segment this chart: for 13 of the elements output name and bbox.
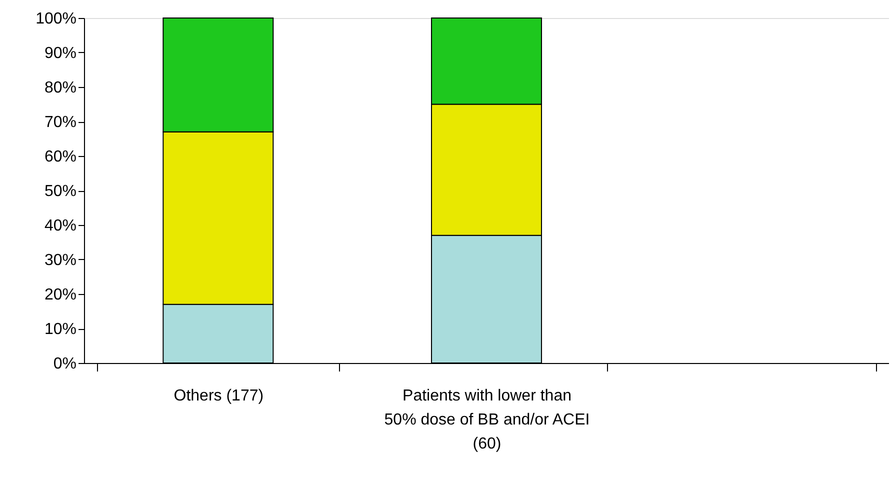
x-tick-label: Others (177) [174, 388, 264, 404]
y-tick-label: 30% [44, 252, 76, 269]
y-tick-label: 10% [44, 321, 76, 338]
y-tick-label: 0% [53, 356, 76, 372]
y-tick-label: 90% [44, 45, 76, 62]
y-tick-label: 80% [44, 80, 76, 96]
y-tick-label: 40% [44, 218, 76, 234]
y-tick-label: 60% [44, 148, 76, 166]
x-tick-label: Patients with lower than 50% dose of BB and/or ACEI (60) [384, 388, 590, 452]
y-tick-label: 50% [44, 183, 76, 200]
y-tick-label: 100% [36, 10, 76, 28]
y-tick-label: 70% [44, 114, 76, 131]
y-tick-label: 20% [44, 286, 76, 304]
